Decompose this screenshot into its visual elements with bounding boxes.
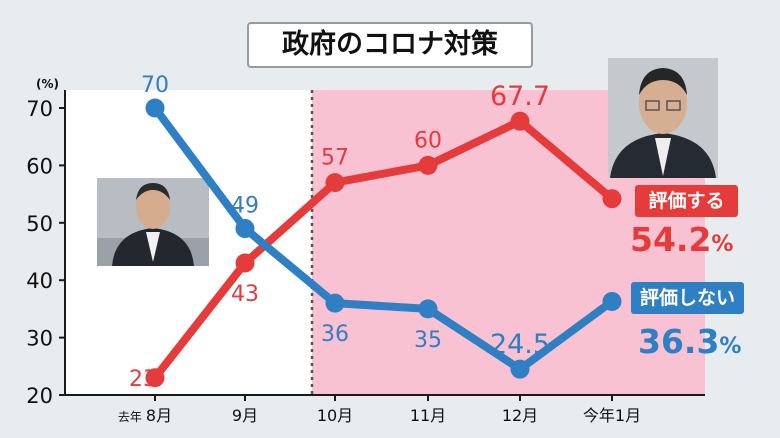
approve-data-label: 43: [231, 282, 259, 307]
approve-point: [602, 189, 622, 209]
legend-disapprove-value: 36.3%: [638, 324, 741, 365]
approve-value-number: 54.2: [630, 220, 712, 259]
x-tick-label: 11月: [410, 406, 446, 425]
approve-point: [235, 253, 255, 273]
approve-data-label: 23: [129, 367, 157, 392]
y-tick-label: 70: [26, 97, 53, 121]
chart-title: 政府のコロナ対策: [247, 22, 533, 68]
approve-data-label: 67.7: [490, 81, 550, 112]
y-tick-label: 50: [26, 212, 53, 236]
x-tick-label: 10月: [317, 406, 353, 425]
suga-photo: [97, 178, 209, 266]
disapprove-data-label: 70: [141, 73, 169, 98]
x-ticks: 去年 8月 9月 10月 11月 12月 今年1月: [118, 395, 641, 425]
kishida-photo: [608, 58, 718, 178]
legend-approve-value: 54.2%: [630, 222, 733, 263]
disapprove-value-unit: %: [719, 334, 742, 359]
x-tick-label: 去年 8月: [118, 406, 172, 425]
disapprove-value-number: 36.3: [638, 322, 720, 361]
disapprove-point: [418, 299, 438, 319]
disapprove-point: [602, 291, 622, 311]
data-labels: 23 43 57 60 67.7 70 49 36 35 24.5: [129, 73, 550, 392]
disapprove-data-label: 49: [231, 194, 259, 219]
approve-data-label: 57: [321, 146, 349, 171]
approve-point: [145, 368, 165, 388]
y-tick-label: 60: [26, 154, 53, 178]
x-tick-label: 9月: [232, 406, 258, 425]
approve-point: [418, 155, 438, 175]
disapprove-point: [510, 359, 530, 379]
y-tick-label: 40: [26, 269, 53, 293]
approve-value-unit: %: [711, 232, 734, 257]
approve-point: [325, 173, 345, 193]
disapprove-data-label: 35: [414, 328, 442, 353]
disapprove-data-label: 36: [321, 322, 349, 347]
y-tick-label: 20: [26, 384, 53, 408]
x-tick-month: 8月: [146, 406, 172, 425]
approve-point: [510, 111, 530, 131]
approve-line: [151, 117, 616, 382]
x-tick-prefix: 去年: [118, 410, 142, 424]
series-points: [145, 98, 622, 388]
series-lines: [151, 104, 616, 382]
x-tick-label: 12月: [502, 406, 538, 425]
legend-approve-badge: 評価する: [635, 185, 738, 217]
y-ticks: 20 30 40 50 60 70: [26, 97, 65, 408]
axes: (%): [36, 77, 705, 396]
y-tick-label: 30: [26, 327, 53, 351]
legend-disapprove-badge: 評価しない: [631, 282, 744, 314]
disapprove-line: [151, 104, 616, 374]
approve-data-label: 60: [414, 128, 442, 153]
disapprove-point: [325, 293, 345, 313]
disapprove-point: [235, 219, 255, 239]
disapprove-point: [145, 98, 165, 118]
y-unit-label: (%): [36, 77, 59, 91]
disapprove-data-label: 24.5: [490, 329, 550, 360]
x-tick-label: 今年1月: [583, 406, 641, 425]
